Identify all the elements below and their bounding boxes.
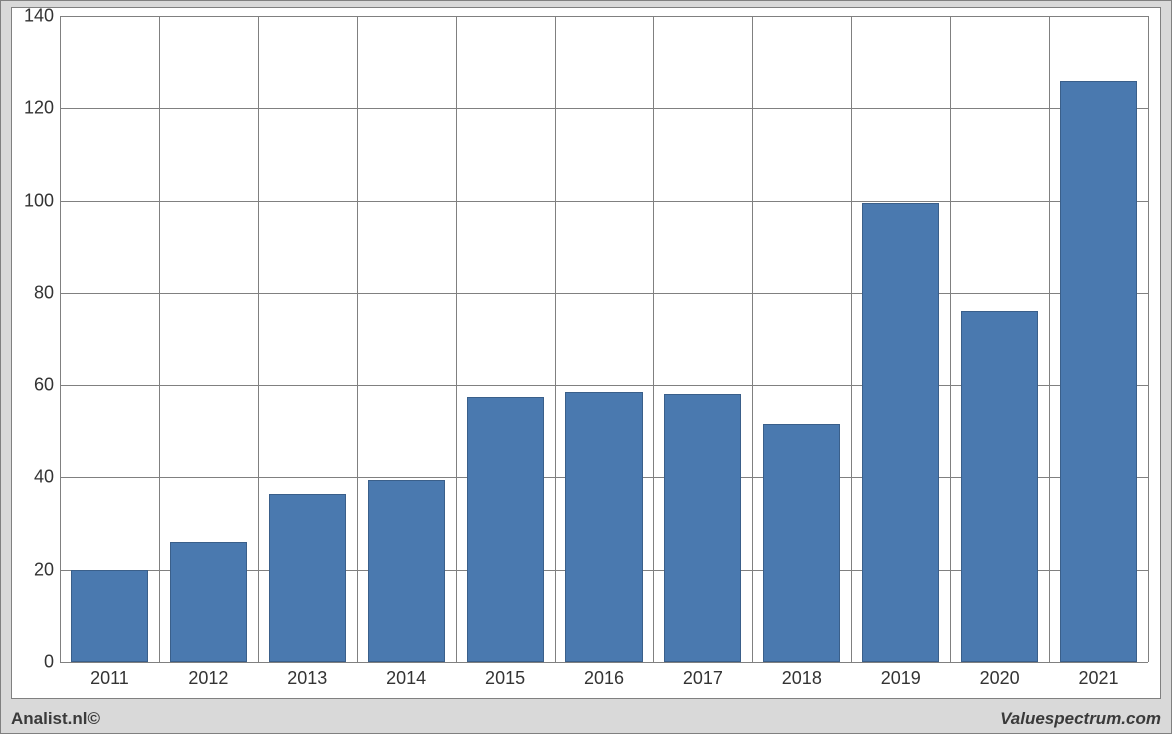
gridline-v bbox=[357, 16, 358, 662]
gridline-h bbox=[60, 662, 1148, 663]
x-axis-label: 2013 bbox=[287, 668, 327, 689]
bar bbox=[269, 494, 346, 662]
x-axis-label: 2017 bbox=[683, 668, 723, 689]
gridline-v bbox=[258, 16, 259, 662]
gridline-v bbox=[1148, 16, 1149, 662]
gridline-h bbox=[60, 293, 1148, 294]
gridline-v bbox=[60, 16, 61, 662]
footer-credit-right: Valuespectrum.com bbox=[1000, 709, 1161, 729]
bar bbox=[467, 397, 544, 662]
x-axis-label: 2021 bbox=[1079, 668, 1119, 689]
x-axis-label: 2012 bbox=[188, 668, 228, 689]
gridline-v bbox=[752, 16, 753, 662]
y-axis-label: 140 bbox=[24, 6, 54, 27]
y-axis-label: 100 bbox=[24, 190, 54, 211]
footer: Analist.nl© Valuespectrum.com bbox=[11, 705, 1161, 729]
x-axis-label: 2014 bbox=[386, 668, 426, 689]
chart-frame: 0 20 40 60 80 100 120 140 2011 2012 2013 2014 2015 20… bbox=[0, 0, 1172, 734]
y-axis-label: 120 bbox=[24, 98, 54, 119]
footer-credit-left: Analist.nl© bbox=[11, 709, 100, 729]
gridline-v bbox=[159, 16, 160, 662]
plot-area: 0204060801001201402011201220132014201520… bbox=[60, 16, 1148, 662]
x-axis-label: 2018 bbox=[782, 668, 822, 689]
gridline-v bbox=[851, 16, 852, 662]
bar bbox=[170, 542, 247, 662]
y-axis-label: 40 bbox=[34, 467, 54, 488]
gridline-h bbox=[60, 108, 1148, 109]
gridline-h bbox=[60, 16, 1148, 17]
bar bbox=[961, 311, 1038, 662]
bar bbox=[1060, 81, 1137, 662]
x-axis-label: 2016 bbox=[584, 668, 624, 689]
gridline-v bbox=[950, 16, 951, 662]
gridline-v bbox=[653, 16, 654, 662]
y-axis-label: 60 bbox=[34, 375, 54, 396]
bar bbox=[664, 394, 741, 662]
x-axis-label: 2019 bbox=[881, 668, 921, 689]
plot-wrap: 0 20 40 60 80 100 120 140 2011 2012 2013 2014 2015 20… bbox=[11, 7, 1161, 699]
x-axis-label: 2020 bbox=[980, 668, 1020, 689]
x-axis-label: 2011 bbox=[90, 668, 129, 689]
x-axis-label: 2015 bbox=[485, 668, 525, 689]
gridline-v bbox=[1049, 16, 1050, 662]
gridline-v bbox=[555, 16, 556, 662]
y-axis-label: 20 bbox=[34, 559, 54, 580]
gridline-v bbox=[456, 16, 457, 662]
y-axis-label: 0 bbox=[44, 652, 54, 673]
bar bbox=[71, 570, 148, 662]
bar bbox=[862, 203, 939, 662]
y-axis-label: 80 bbox=[34, 282, 54, 303]
bar bbox=[368, 480, 445, 662]
bar bbox=[763, 424, 840, 662]
bar bbox=[565, 392, 642, 662]
gridline-h bbox=[60, 201, 1148, 202]
